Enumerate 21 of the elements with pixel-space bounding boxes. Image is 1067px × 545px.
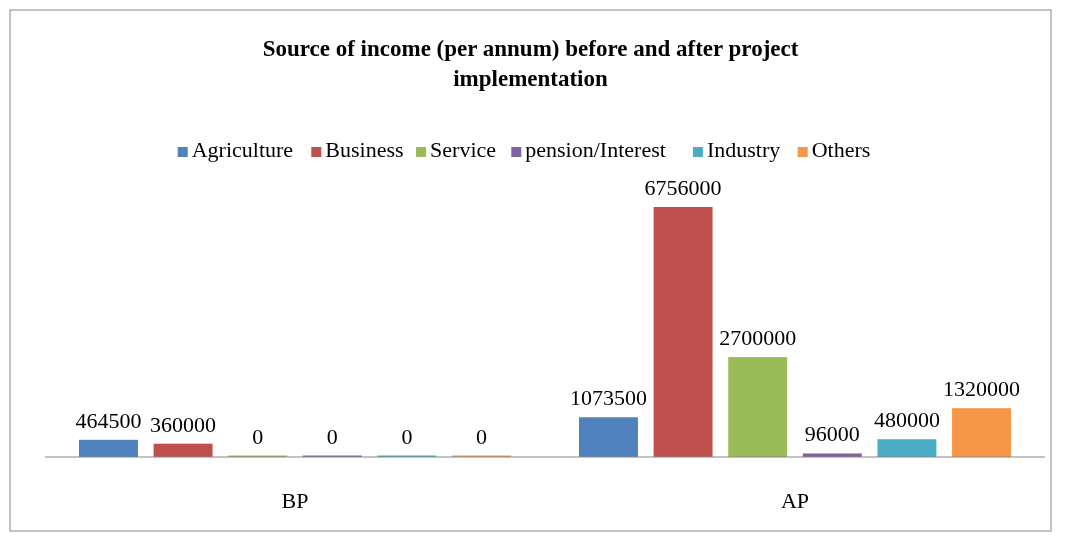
legend-label: Service bbox=[430, 137, 497, 162]
data-label: 1073500 bbox=[569, 385, 647, 411]
data-label: 96000 bbox=[804, 421, 860, 447]
data-label: 464500 bbox=[75, 407, 142, 433]
legend-label: pension/Interest bbox=[525, 137, 666, 162]
chart-title: Source of income (per annum) before and after project implementation bbox=[262, 36, 799, 91]
data-label: 0 bbox=[252, 423, 264, 449]
data-label: 1320000 bbox=[943, 376, 1021, 402]
legend-label: Business bbox=[325, 137, 404, 162]
data-label: 2700000 bbox=[719, 325, 797, 351]
legend-label: Others bbox=[811, 137, 871, 162]
data-label: 6756000 bbox=[644, 175, 722, 200]
data-label: 480000 bbox=[873, 407, 940, 433]
data-label: 360000 bbox=[150, 411, 217, 437]
x-tick-label: BP bbox=[281, 488, 309, 513]
x-tick-label: AP bbox=[780, 488, 810, 513]
data-label: 0 bbox=[326, 423, 338, 449]
data-label: 0 bbox=[401, 423, 413, 449]
legend-label: Agriculture bbox=[191, 137, 294, 162]
legend-label: Industry bbox=[706, 137, 781, 162]
data-label: 0 bbox=[476, 423, 488, 449]
